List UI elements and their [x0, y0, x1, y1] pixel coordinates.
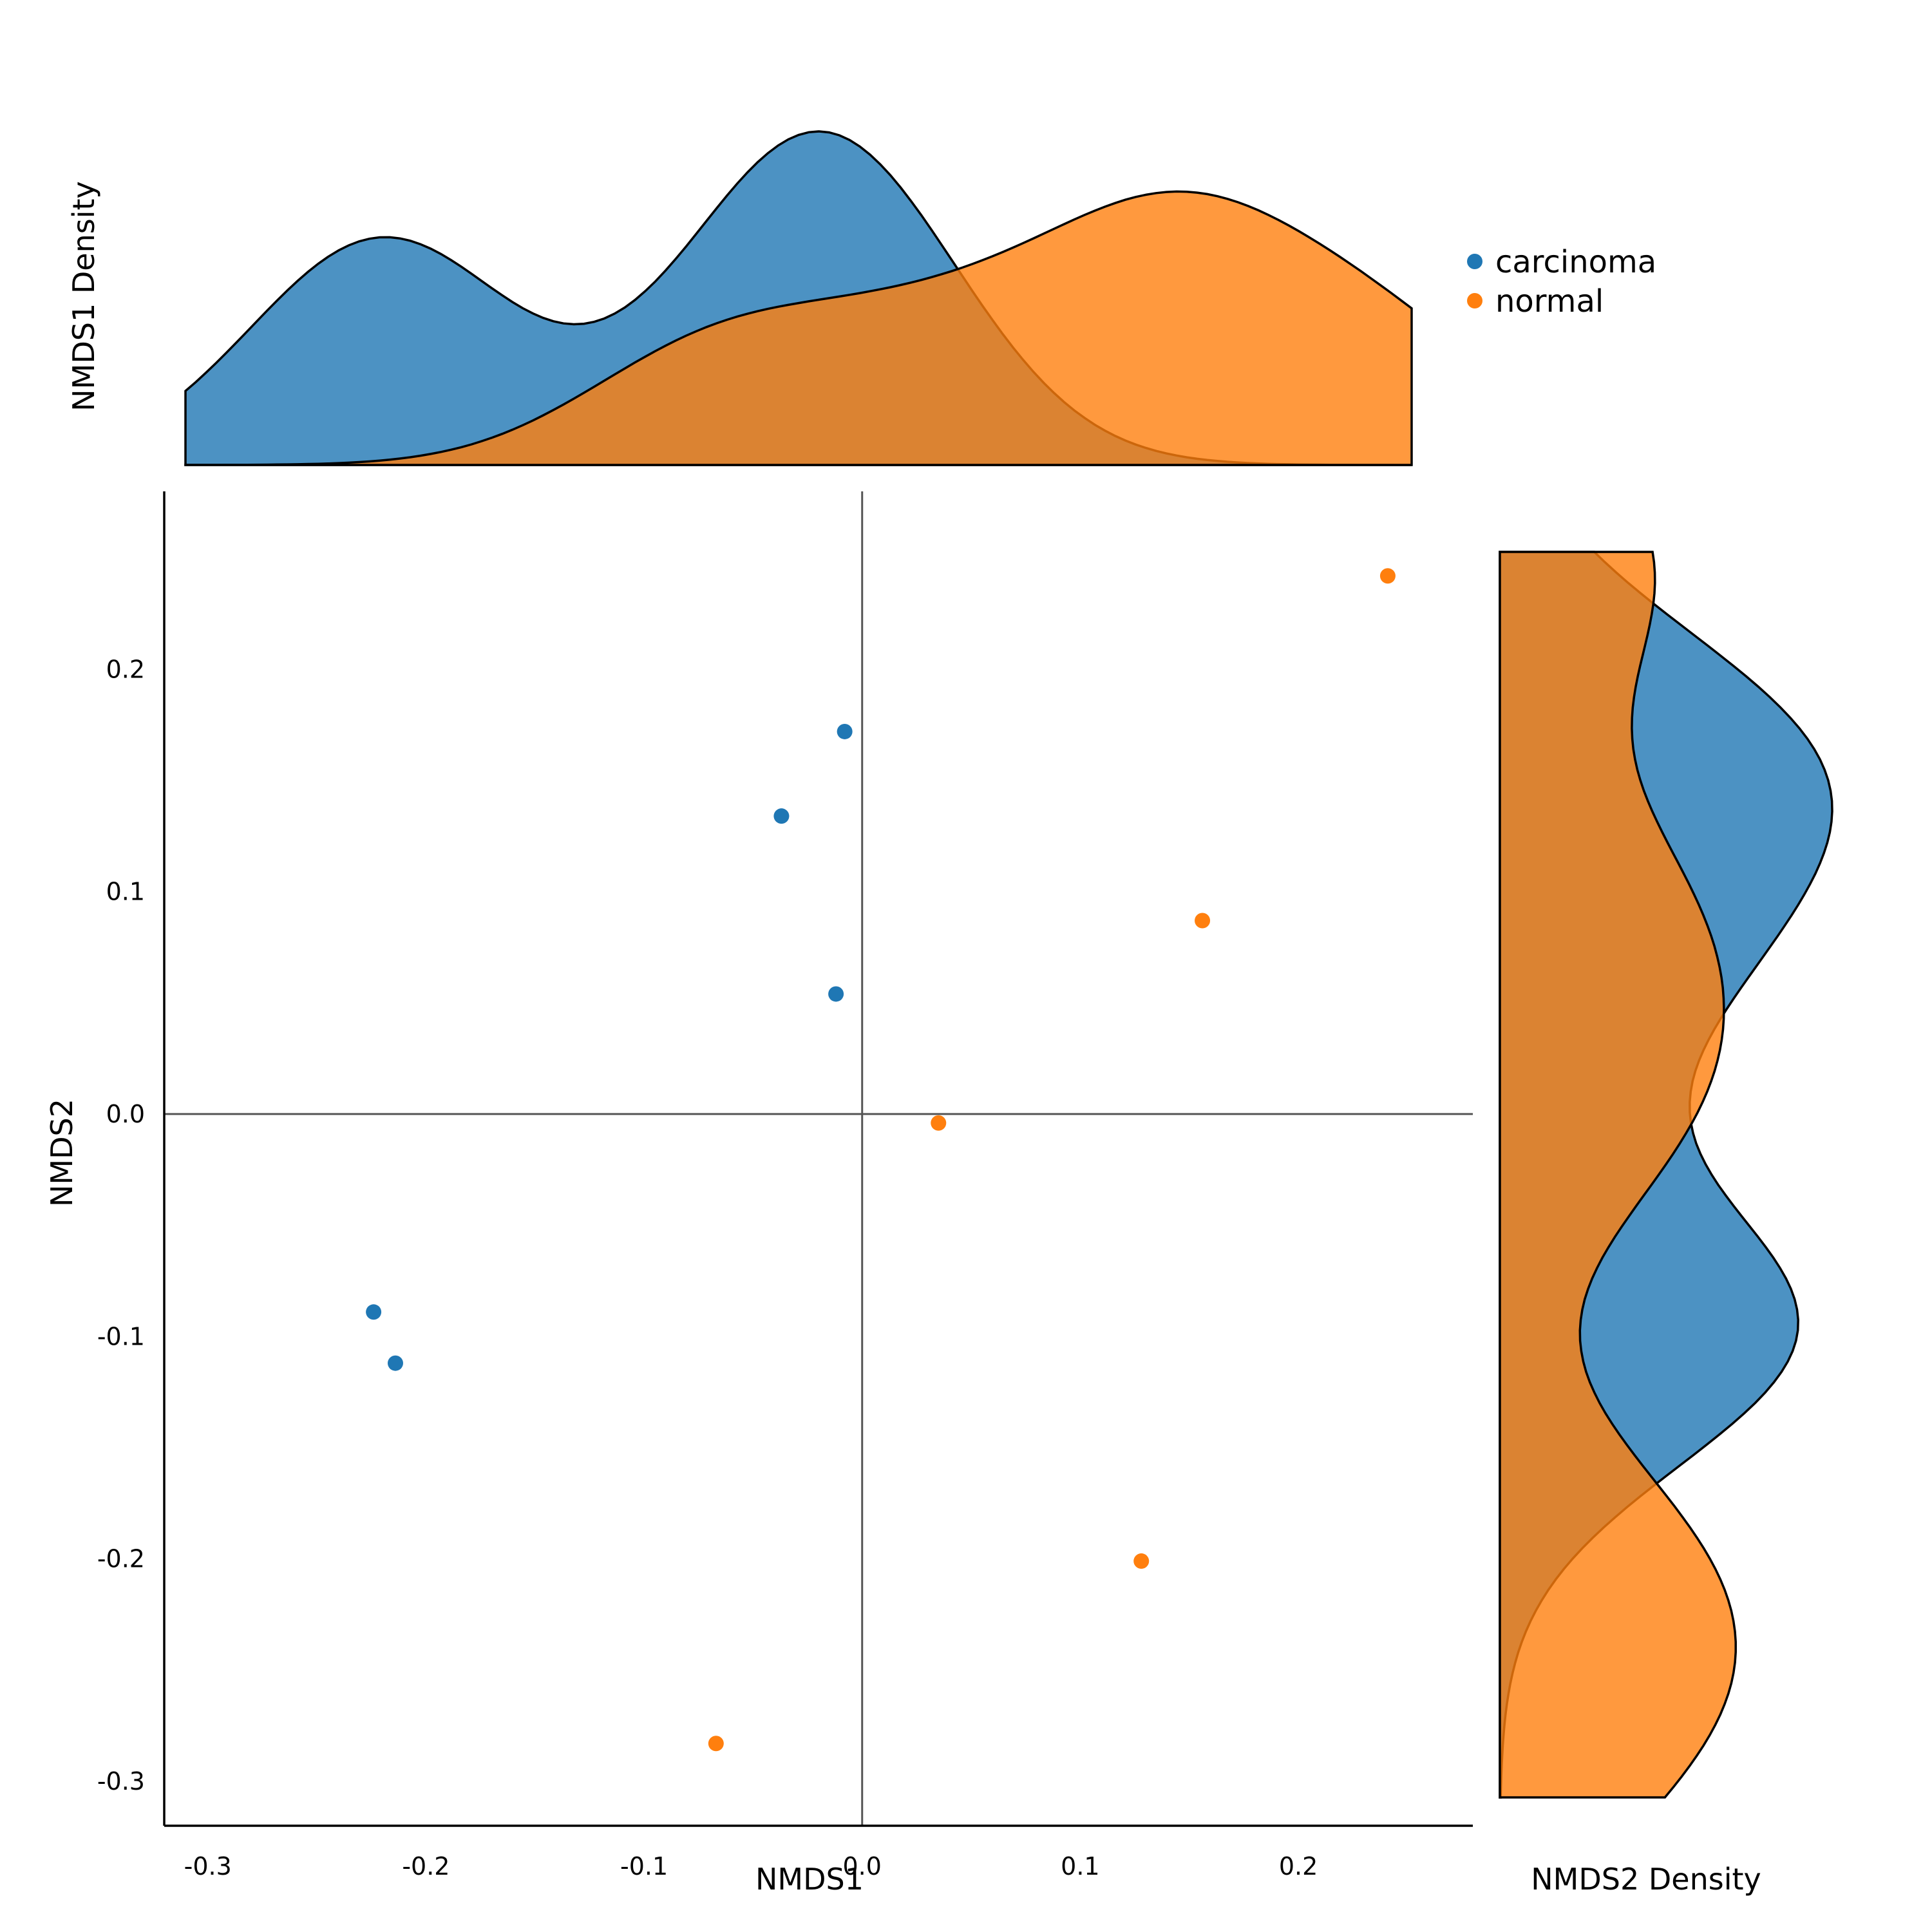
- y-axis-label: NMDS2: [44, 1099, 79, 1207]
- x-tick-label: 0.1: [1061, 1852, 1099, 1880]
- point-carcinoma: [828, 986, 844, 1002]
- nmds1-density-axis-label: NMDS1 Density: [66, 181, 101, 412]
- y-tick-label: 0.1: [106, 878, 145, 906]
- x-axis-ticks: -0.3 -0.2 -0.1 0.0 0.1 0.2: [184, 1852, 1318, 1880]
- point-normal: [1133, 1553, 1150, 1569]
- reference-lines: [164, 491, 1473, 1826]
- x-axis-label: NMDS1: [755, 1862, 864, 1897]
- point-normal: [1195, 913, 1211, 929]
- scatter-points: [366, 568, 1396, 1752]
- scatter-plot-area: -0.3 -0.2 -0.1 0.0 0.1 0.2 -0.3 -0.2 -0.1 0.0 0.1…: [97, 491, 1473, 1880]
- point-normal: [931, 1115, 947, 1131]
- x-tick-label: -0.2: [402, 1852, 450, 1880]
- y-tick-label: 0.0: [106, 1100, 145, 1128]
- point-carcinoma: [773, 808, 790, 824]
- legend-marker-normal: [1467, 293, 1482, 308]
- legend-label-normal: normal: [1495, 283, 1604, 319]
- point-normal: [1379, 568, 1396, 584]
- nmds2-density-axis-label: NMDS2 Density: [1531, 1862, 1761, 1897]
- y-tick-label: -0.1: [97, 1322, 145, 1350]
- density-nmds2-normal: [1499, 551, 1737, 1799]
- legend-label-carcinoma: carcinoma: [1495, 244, 1656, 280]
- y-tick-label: -0.2: [97, 1545, 145, 1573]
- x-tick-label: 0.0: [843, 1852, 882, 1880]
- point-carcinoma: [837, 723, 853, 739]
- x-tick-label: 0.2: [1279, 1852, 1318, 1880]
- point-carcinoma: [387, 1355, 403, 1371]
- point-carcinoma: [366, 1304, 382, 1320]
- density-nmds1-normal: [184, 190, 1413, 466]
- legend-marker-carcinoma: [1467, 254, 1482, 269]
- nmds1-density-panel: [184, 130, 1413, 466]
- y-tick-label: -0.3: [97, 1767, 145, 1795]
- nmds2-density-panel: [1499, 551, 1833, 1799]
- point-normal: [708, 1736, 724, 1752]
- y-axis-ticks: -0.3 -0.2 -0.1 0.0 0.1 0.2: [97, 655, 145, 1795]
- x-tick-label: -0.1: [620, 1852, 668, 1880]
- y-tick-label: 0.2: [106, 655, 145, 683]
- axis-spines: [163, 491, 1473, 1827]
- legend: carcinoma normal: [1467, 244, 1656, 319]
- x-tick-label: -0.3: [184, 1852, 232, 1880]
